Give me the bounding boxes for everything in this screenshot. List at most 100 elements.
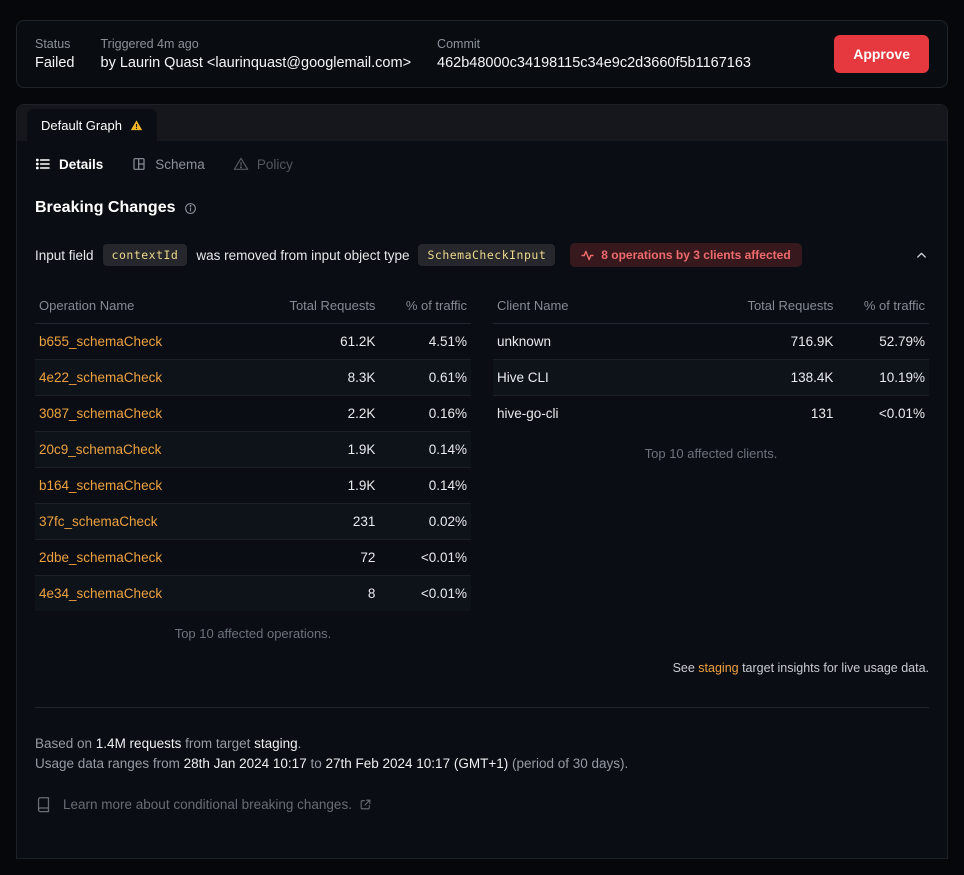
operation-link[interactable]: 2dbe_schemaCheck [39, 550, 163, 565]
traffic-cell: 4.51% [379, 323, 471, 360]
table-row: b164_schemaCheck 1.9K 0.14% [35, 467, 471, 504]
traffic-cell: <0.01% [379, 575, 471, 611]
requests-cell: 138.4K [719, 359, 838, 396]
list-icon [35, 156, 51, 172]
traffic-cell: 0.02% [379, 503, 471, 540]
operation-link[interactable]: 37fc_schemaCheck [39, 514, 158, 529]
field-name-chip: contextId [102, 244, 188, 266]
col-traffic: % of traffic [837, 287, 929, 324]
commit-hash: 462b48000c34198115c34e9c2d3660f5b1167163 [437, 55, 751, 71]
tab-details[interactable]: Details [35, 156, 103, 172]
tab-default-graph[interactable]: Default Graph [27, 109, 157, 141]
status-column: Status Failed [35, 37, 75, 71]
requests-cell: 61.2K [261, 323, 380, 360]
table-row: 4e34_schemaCheck 8 <0.01% [35, 575, 471, 611]
info-icon[interactable] [184, 202, 197, 215]
type-name-chip: SchemaCheckInput [418, 244, 556, 266]
affected-operations-badge[interactable]: 8 operations by 3 clients affected [570, 243, 802, 267]
clients-column: Client Name Total Requests % of traffic … [493, 287, 929, 641]
request-count: 1.4M requests [95, 736, 182, 751]
footer-divider [35, 707, 929, 708]
activity-icon [581, 249, 594, 262]
client-name-cell: Hive CLI [493, 359, 720, 396]
staging-target-link[interactable]: staging [698, 661, 739, 675]
chevron-up-icon[interactable] [914, 248, 929, 263]
tab-policy[interactable]: Policy [233, 156, 293, 172]
traffic-cell: 10.19% [837, 359, 929, 396]
usage-summary-line1: Based on 1.4M requests from target stagi… [35, 734, 929, 754]
operations-column: Operation Name Total Requests % of traff… [35, 287, 471, 641]
breaking-changes-header: Breaking Changes [35, 199, 929, 217]
affected-badge-label: 8 operations by 3 clients affected [601, 248, 791, 262]
requests-cell: 131 [810, 406, 834, 421]
range-period-text: (period of 30 days). [508, 756, 629, 771]
tab-policy-label: Policy [256, 156, 293, 172]
clients-table: Client Name Total Requests % of traffic … [493, 287, 929, 431]
usage-tables: Operation Name Total Requests % of traff… [35, 287, 929, 641]
external-link-icon [359, 798, 372, 811]
requests-cell: 72 [261, 539, 380, 576]
book-icon [35, 796, 52, 813]
table-row: 4e22_schemaCheck 8.3K 0.61% [35, 359, 471, 396]
triggered-column: Triggered 4m ago by Laurin Quast <laurin… [101, 37, 412, 71]
table-row: 20c9_schemaCheck 1.9K 0.14% [35, 431, 471, 468]
from-target-text: from target [181, 736, 255, 751]
based-on-text: Based on [35, 736, 96, 751]
insights-note: See staging target insights for live usa… [35, 661, 929, 675]
requests-cell: 1.9K [261, 467, 380, 504]
traffic-cell: 0.61% [379, 359, 471, 396]
commit-label: Commit [437, 37, 481, 51]
table-row: b655_schemaCheck 61.2K 4.51% [35, 323, 471, 360]
status-value: Failed [35, 55, 75, 71]
operation-link[interactable]: 4e34_schemaCheck [39, 586, 163, 601]
col-total-requests: Total Requests [719, 287, 838, 324]
requests-cell: 1.9K [261, 431, 380, 468]
schema-icon [131, 156, 147, 172]
requests-cell: 231 [261, 503, 380, 540]
breaking-change-row[interactable]: Input field contextId was removed from i… [35, 243, 929, 267]
traffic-cell: 0.14% [379, 431, 471, 468]
operation-link[interactable]: 4e22_schemaCheck [39, 370, 163, 385]
operation-link[interactable]: b655_schemaCheck [39, 334, 163, 349]
operations-table: Operation Name Total Requests % of traff… [35, 287, 471, 611]
clients-caption: Top 10 affected clients. [644, 446, 778, 461]
client-name-cell: hive-go-cli [497, 406, 559, 421]
table-row: 2dbe_schemaCheck 72 <0.01% [35, 539, 471, 576]
usage-summary: Based on 1.4M requests from target stagi… [35, 734, 929, 774]
operation-link[interactable]: 20c9_schemaCheck [39, 442, 162, 457]
table-row: 3087_schemaCheck 2.2K 0.16% [35, 395, 471, 432]
col-total-requests: Total Requests [261, 287, 380, 324]
learn-more-label: Learn more about conditional breaking ch… [63, 797, 352, 812]
operation-link[interactable]: 3087_schemaCheck [39, 406, 163, 421]
warning-outline-icon [233, 156, 249, 172]
traffic-cell: <0.01% [379, 539, 471, 576]
triggered-label: Triggered 4m ago [100, 37, 199, 51]
status-label: Status [35, 37, 71, 51]
table-row: Hive CLI 138.4K 10.19% [493, 359, 929, 396]
col-client-name: Client Name [493, 287, 720, 324]
note-suffix: target insights for live usage data. [738, 661, 929, 675]
check-details-panel: Default Graph Details [16, 104, 948, 859]
tab-schema-label: Schema [155, 156, 205, 172]
traffic-cell: 0.16% [379, 395, 471, 432]
target-name: staging [254, 736, 298, 751]
learn-more-link[interactable]: Learn more about conditional breaking ch… [35, 796, 929, 813]
operation-link[interactable]: b164_schemaCheck [39, 478, 163, 493]
change-prefix: Input field [35, 247, 94, 263]
requests-cell: 8 [261, 575, 380, 611]
range-to-text: to [306, 756, 326, 771]
table-row: hive-go-cli 131 <0.01% [493, 396, 929, 432]
approve-button[interactable]: Approve [834, 35, 929, 73]
tab-details-label: Details [59, 156, 104, 172]
change-middle: was removed from input object type [196, 247, 410, 263]
range-prefix-text: Usage data ranges from [35, 756, 184, 771]
triggered-by: by Laurin Quast <laurinquast@googlemail.… [100, 55, 412, 71]
col-traffic: % of traffic [379, 287, 471, 324]
tab-schema[interactable]: Schema [131, 156, 205, 172]
graph-tab-bar: Default Graph [17, 105, 947, 141]
range-start-date: 28th Jan 2024 10:17 [183, 756, 307, 771]
note-prefix: See [672, 661, 699, 675]
warning-icon [130, 119, 143, 132]
requests-cell: 2.2K [261, 395, 380, 432]
table-row: 37fc_schemaCheck 231 0.02% [35, 503, 471, 540]
